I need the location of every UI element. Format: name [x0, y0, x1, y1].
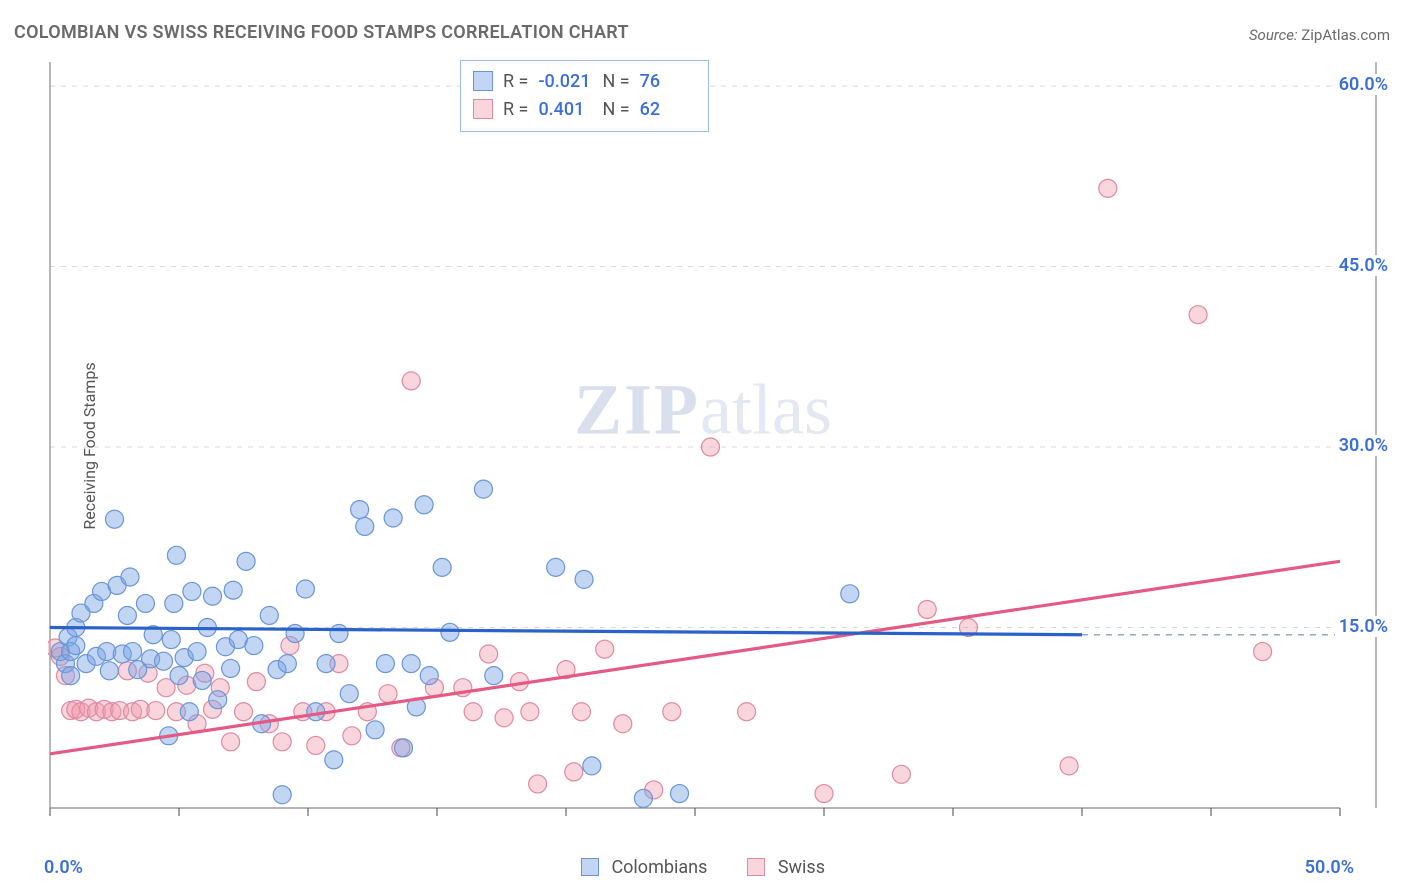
source-value: ZipAtlas.com [1301, 26, 1390, 44]
x-axis-min-label: 0.0% [44, 857, 83, 878]
stat-row: R = 0.401 N = 62 [473, 95, 694, 123]
source-label: Source: [1249, 26, 1298, 44]
stat-row: R = -0.021 N = 76 [473, 67, 694, 95]
y-axis-tick-label: 60.0% [1335, 74, 1392, 95]
r-label: R = [503, 99, 528, 120]
n-label: N = [602, 71, 629, 92]
n-value: 62 [640, 99, 694, 120]
series-swatch [473, 99, 493, 119]
legend-label: Colombians [611, 857, 707, 878]
series-swatch [581, 858, 599, 876]
legend-item-swiss: Swiss [747, 857, 825, 878]
r-value: 0.401 [538, 99, 592, 120]
n-value: 76 [640, 71, 694, 92]
series-legend: Colombians Swiss [581, 857, 825, 878]
series-swatch [747, 858, 765, 876]
x-axis-max-label: 50.0% [1305, 857, 1354, 878]
y-axis-tick-label: 30.0% [1335, 435, 1392, 456]
scatter-chart [48, 58, 1388, 818]
source-attribution: Source: ZipAtlas.com [1249, 26, 1390, 44]
n-label: N = [602, 99, 629, 120]
r-label: R = [503, 71, 528, 92]
y-axis-tick-label: 15.0% [1335, 616, 1392, 637]
legend-label: Swiss [778, 857, 825, 878]
series-swatch [473, 71, 493, 91]
legend-item-colombians: Colombians [581, 857, 707, 878]
y-axis-tick-label: 45.0% [1335, 255, 1392, 276]
r-value: -0.021 [538, 71, 592, 92]
chart-title: COLOMBIAN VS SWISS RECEIVING FOOD STAMPS… [14, 22, 629, 43]
stat-legend-box: R = -0.021 N = 76 R = 0.401 N = 62 [460, 60, 709, 132]
